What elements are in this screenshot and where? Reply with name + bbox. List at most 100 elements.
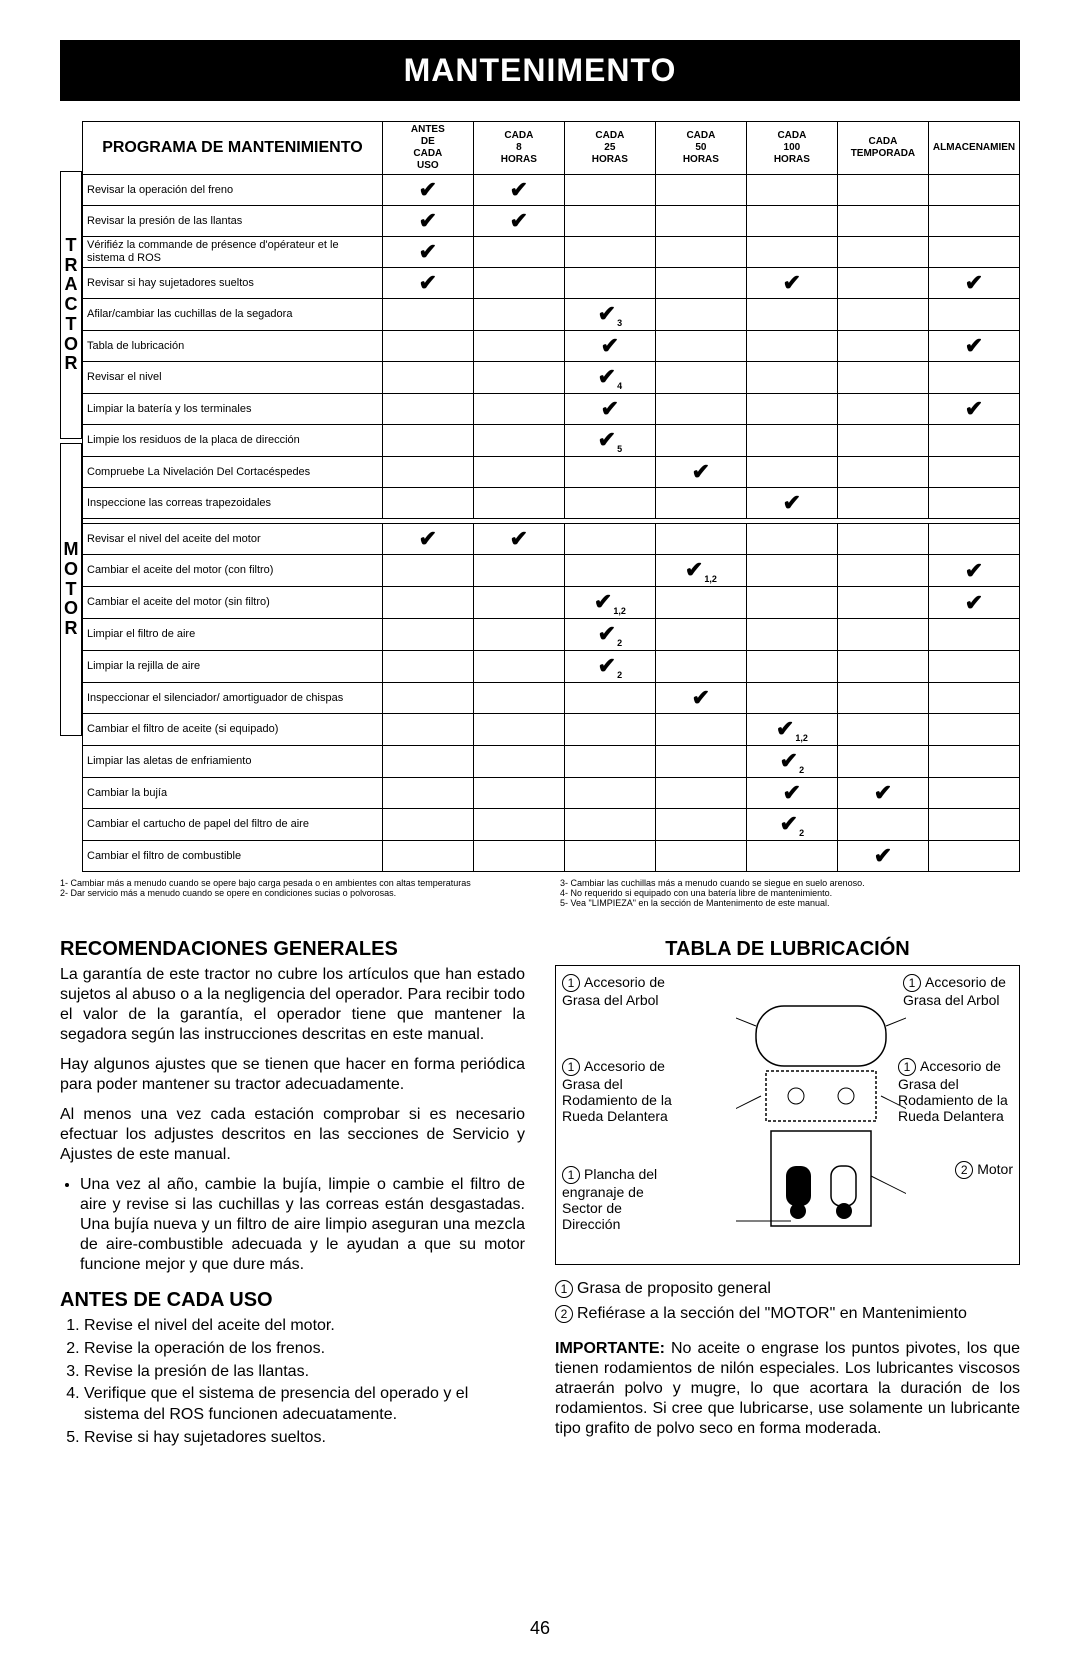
check-cell (564, 746, 655, 778)
check-cell: ✔ (928, 555, 1019, 587)
check-cell (837, 268, 928, 299)
col-1: CADA8HORAS (473, 122, 564, 175)
task-cell: Cambiar el filtro de combustible (83, 841, 383, 872)
check-cell (564, 714, 655, 746)
check-cell (382, 714, 473, 746)
check-cell: ✔ (837, 841, 928, 872)
task-cell: Cambiar la bujía (83, 778, 383, 809)
check-cell (655, 746, 746, 778)
check-cell (928, 809, 1019, 841)
check-cell (655, 237, 746, 268)
table-row: Compruebe La Nivelación Del Cortacéspede… (83, 457, 1020, 488)
check-cell (655, 362, 746, 394)
table-row: Revisar el nivel✔4 (83, 362, 1020, 394)
task-cell: Cambiar el cartucho de papel del filtro … (83, 809, 383, 841)
check-cell (837, 425, 928, 457)
check-cell (746, 331, 837, 362)
check-cell (382, 809, 473, 841)
check-cell (473, 714, 564, 746)
antes-heading: ANTES DE CADA USO (60, 1289, 525, 1312)
check-cell (928, 746, 1019, 778)
table-row: Limpiar la rejilla de aire✔2 (83, 651, 1020, 683)
check-cell (837, 714, 928, 746)
check-cell (655, 425, 746, 457)
check-cell (837, 746, 928, 778)
col-6: ALMACENAMIEN (928, 122, 1019, 175)
task-cell: Revisar el nivel del aceite del motor (83, 524, 383, 555)
check-cell (382, 331, 473, 362)
check-cell (837, 394, 928, 425)
col-2: CADA25HORAS (564, 122, 655, 175)
check-cell: ✔ (564, 331, 655, 362)
side-motor: MOTOR (60, 443, 82, 736)
check-cell (928, 425, 1019, 457)
check-cell (473, 841, 564, 872)
check-cell: ✔ (382, 175, 473, 206)
check-cell (837, 555, 928, 587)
check-cell (564, 268, 655, 299)
check-cell (837, 619, 928, 651)
table-row: Cambiar el cartucho de papel del filtro … (83, 809, 1020, 841)
check-cell (382, 299, 473, 331)
table-row: Inspeccionar el silenciador/ amortiguado… (83, 683, 1020, 714)
check-cell (473, 809, 564, 841)
check-cell: ✔ (655, 457, 746, 488)
check-cell: ✔ (473, 524, 564, 555)
task-cell: Limpiar la batería y los terminales (83, 394, 383, 425)
check-cell (564, 206, 655, 237)
check-cell: ✔5 (564, 425, 655, 457)
check-cell: ✔ (382, 524, 473, 555)
check-cell (473, 425, 564, 457)
task-cell: Revisar la presión de las llantas (83, 206, 383, 237)
tractor-icon (736, 996, 906, 1246)
table-row: Cambiar la bujía✔✔ (83, 778, 1020, 809)
check-cell: ✔1,2 (564, 587, 655, 619)
check-cell (473, 457, 564, 488)
page-number: 46 (0, 1618, 1080, 1639)
maintenance-table: PROGRAMA DE MANTENIMIENTO ANTESDECADAUSO… (82, 121, 1020, 872)
lub-heading: TABLA DE LUBRICACIÓN (555, 938, 1020, 961)
check-cell (382, 587, 473, 619)
check-cell (928, 237, 1019, 268)
check-cell (473, 362, 564, 394)
check-cell (928, 714, 1019, 746)
check-cell (473, 619, 564, 651)
check-cell (382, 619, 473, 651)
check-cell (746, 619, 837, 651)
check-cell (837, 237, 928, 268)
check-cell (473, 299, 564, 331)
recs-p3: Al menos una vez cada estación comprobar… (60, 1105, 525, 1165)
col-4: CADA100HORAS (746, 122, 837, 175)
col-program: PROGRAMA DE MANTENIMIENTO (83, 122, 383, 175)
check-cell (473, 488, 564, 519)
check-cell (655, 524, 746, 555)
check-cell (837, 331, 928, 362)
check-cell (655, 619, 746, 651)
check-cell (928, 299, 1019, 331)
side-labels: TRACTOR MOTOR (60, 121, 82, 872)
task-cell: Inspeccione las correas trapezoidales (83, 488, 383, 519)
lbl-rueda-l: 1Accesorio de Grasa del Rodamiento de la… (562, 1058, 677, 1124)
check-cell (382, 555, 473, 587)
check-cell (837, 651, 928, 683)
check-cell (928, 206, 1019, 237)
check-cell (655, 714, 746, 746)
check-cell (382, 394, 473, 425)
task-cell: Cambiar el filtro de aceite (si equipado… (83, 714, 383, 746)
check-cell: ✔ (564, 394, 655, 425)
check-cell (473, 683, 564, 714)
check-cell (837, 809, 928, 841)
check-cell (473, 394, 564, 425)
recs-bullet: Una vez al año, cambie la bujía, limpie … (80, 1175, 525, 1275)
check-cell (746, 206, 837, 237)
check-cell (473, 651, 564, 683)
check-cell (746, 841, 837, 872)
check-cell (928, 651, 1019, 683)
check-cell (928, 683, 1019, 714)
check-cell (473, 331, 564, 362)
check-cell (382, 651, 473, 683)
check-cell (928, 457, 1019, 488)
check-cell (746, 457, 837, 488)
check-cell: ✔ (928, 268, 1019, 299)
check-cell (382, 746, 473, 778)
